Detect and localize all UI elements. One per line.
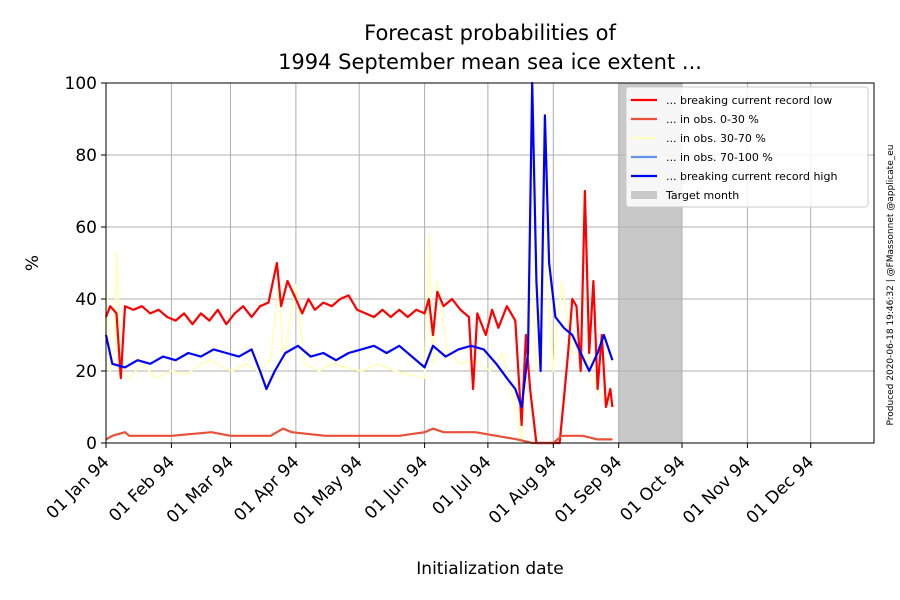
credit-text: Produced 2020-06-18 19:46:32 | @FMassonn…	[886, 145, 896, 426]
legend-label: ... in obs. 0-30 %	[666, 113, 759, 126]
y-tick-label: 0	[86, 434, 97, 454]
y-tick-label: 100	[65, 74, 97, 94]
legend-label: ... in obs. 70-100 %	[666, 151, 773, 164]
x-tick-label: 01 Sep 94	[551, 452, 626, 527]
x-tick-label: 01 Dec 94	[743, 452, 819, 528]
legend-label: Target month	[665, 189, 739, 202]
legend-label: ... breaking current record high	[666, 170, 837, 183]
chart-title: Forecast probabilities of	[364, 21, 616, 45]
y-tick-label: 80	[75, 146, 97, 166]
x-tick-label: 01 Nov 94	[679, 452, 755, 528]
x-tick-label: 01 Jan 94	[43, 452, 114, 523]
y-tick-label: 60	[75, 218, 97, 238]
series-line-4	[104, 81, 614, 409]
y-tick-label: 40	[75, 290, 97, 310]
series-line-2	[105, 190, 613, 444]
x-tick-label: 01 Jul 94	[429, 452, 496, 519]
x-tick-label: 01 Jun 94	[361, 452, 432, 523]
legend-box	[625, 86, 869, 208]
legend-label: ... in obs. 30-70 %	[666, 132, 766, 145]
series-line-0	[104, 189, 614, 445]
y-axis-label: %	[23, 255, 43, 271]
legend-label: ... breaking current record low	[666, 94, 832, 107]
x-axis-label: Initialization date	[416, 559, 563, 579]
x-tick-label: 01 Aug 94	[485, 452, 561, 528]
chart-subtitle: 1994 September mean sea ice extent ...	[278, 50, 702, 74]
legend-swatch	[631, 191, 657, 199]
y-tick-label: 20	[75, 362, 97, 382]
x-tick-label: 01 May 94	[289, 452, 366, 529]
plot-frame	[105, 82, 875, 444]
